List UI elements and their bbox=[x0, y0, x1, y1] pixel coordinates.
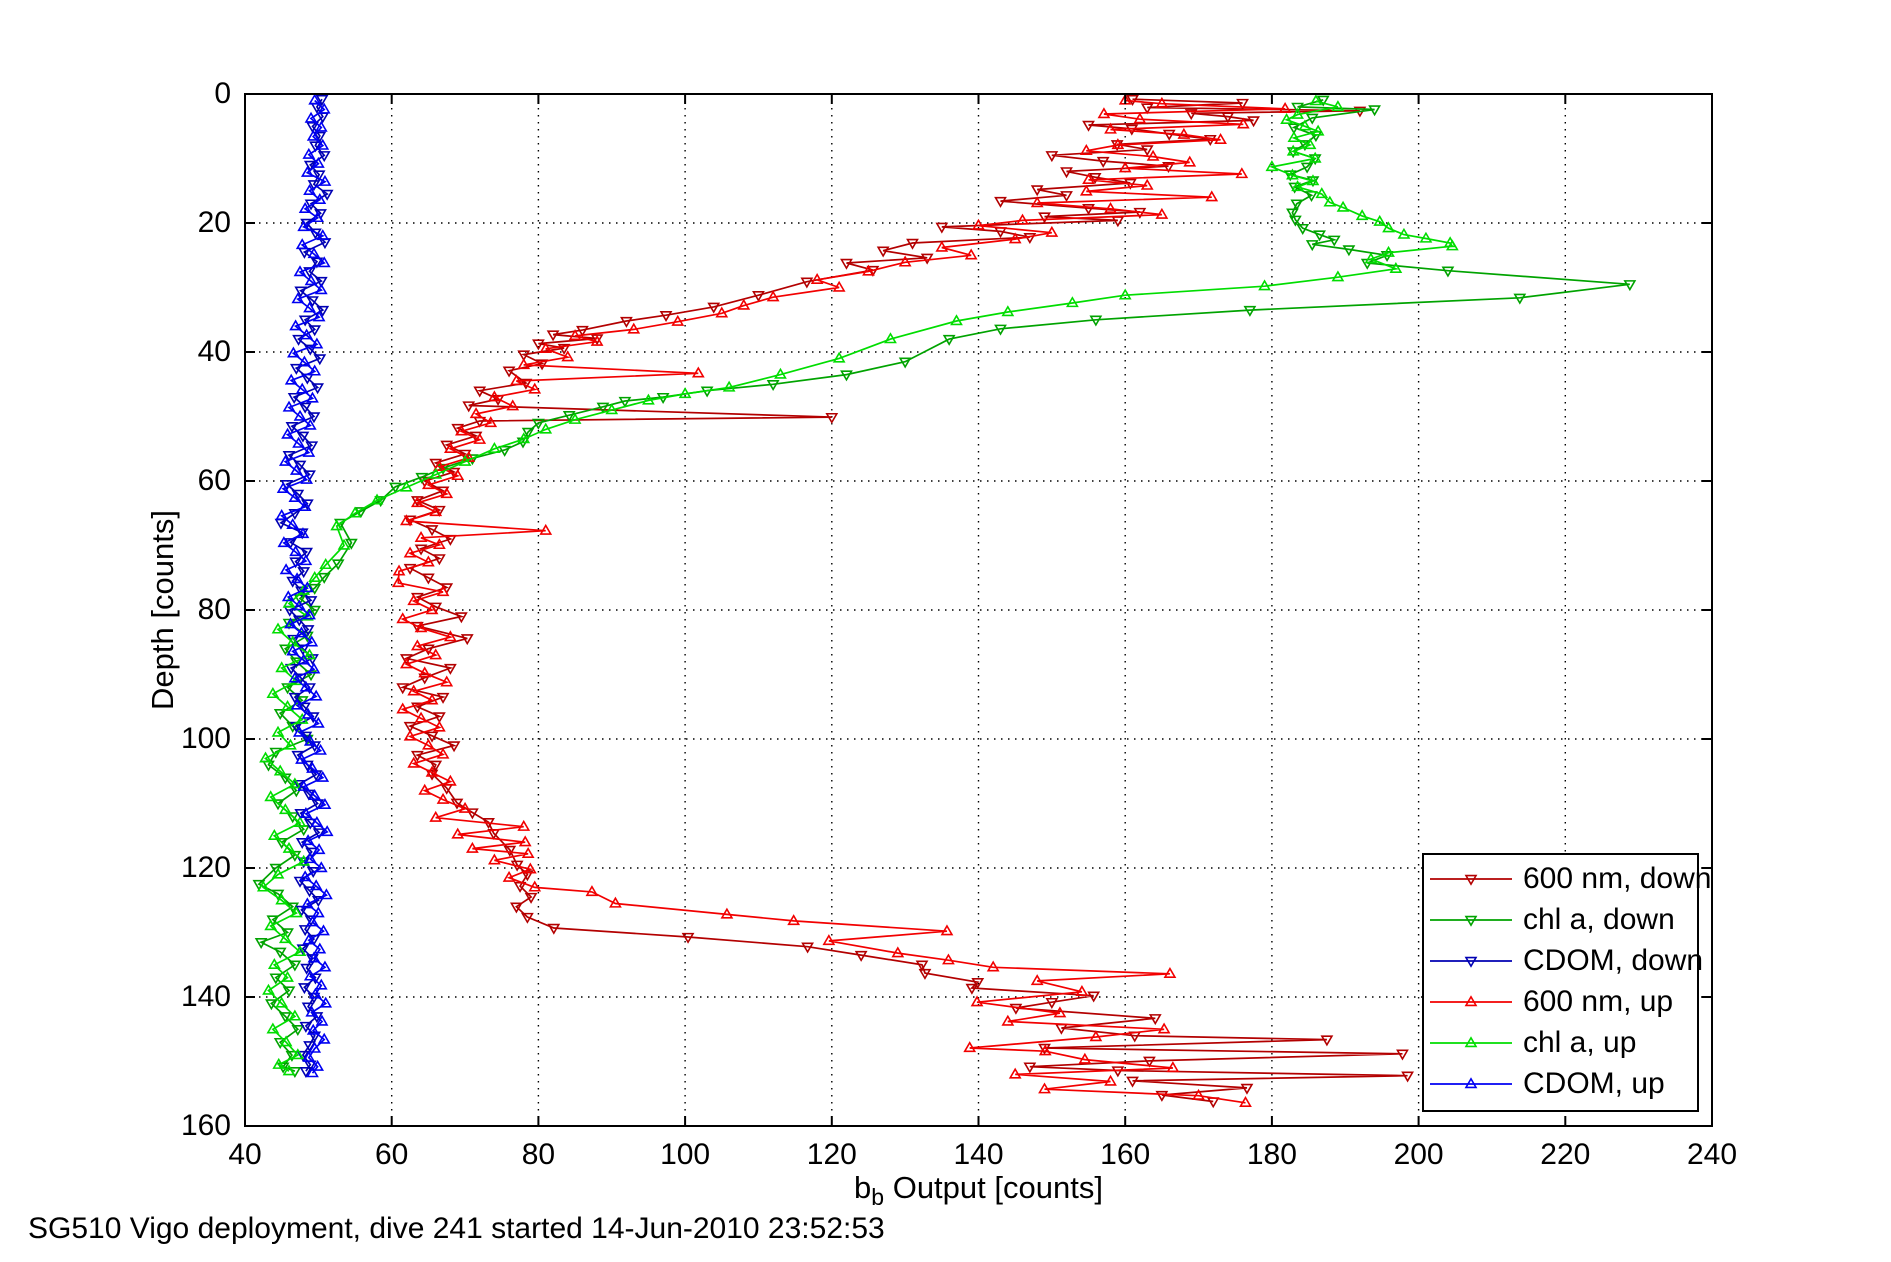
series-600-nm-up bbox=[391, 93, 1292, 1107]
x-tick-label-240: 240 bbox=[1686, 1138, 1738, 1171]
x-tick-label-40: 40 bbox=[228, 1138, 262, 1171]
x-tick-label-160: 160 bbox=[1100, 1138, 1151, 1171]
legend-item-600nm-up: 600 nm, up bbox=[1424, 981, 1697, 1022]
legend-swatch-4 bbox=[1430, 1035, 1512, 1047]
figure-caption: SG510 Vigo deployment, dive 241 started … bbox=[28, 1212, 885, 1245]
x-tick-label-180: 180 bbox=[1246, 1138, 1297, 1171]
legend-item-chla-down: chl a, down bbox=[1424, 899, 1697, 940]
y-tick-label-100: 100 bbox=[180, 722, 231, 755]
x-tick-label-80: 80 bbox=[521, 1138, 556, 1171]
legend-label: chl a, up bbox=[1523, 1025, 1637, 1059]
y-tick-label-60: 60 bbox=[197, 464, 231, 497]
y-tick-label-20: 20 bbox=[197, 206, 231, 239]
legend-label: 600 nm, down bbox=[1523, 861, 1712, 895]
legend-swatch-3 bbox=[1430, 994, 1512, 1006]
series-cdom-up bbox=[275, 93, 334, 1078]
y-tick-label-80: 80 bbox=[197, 593, 231, 626]
y-tick-label-40: 40 bbox=[197, 335, 231, 368]
x-tick-label-120: 120 bbox=[806, 1138, 857, 1171]
x-tick-label-100: 100 bbox=[660, 1138, 711, 1171]
legend-label: CDOM, down bbox=[1523, 943, 1704, 977]
legend-item-600nm-down: 600 nm, down bbox=[1424, 858, 1711, 899]
legend-item-chla-up: chl a, up bbox=[1424, 1022, 1697, 1063]
legend-label: CDOM, up bbox=[1523, 1066, 1665, 1100]
legend-label: 600 nm, up bbox=[1523, 984, 1674, 1018]
y-tick-label-120: 120 bbox=[180, 851, 231, 884]
y-axis-label: Depth [counts] bbox=[145, 510, 180, 710]
y-tick-label-140: 140 bbox=[180, 980, 231, 1013]
x-axis-label: bb Output [counts] bbox=[245, 1170, 1712, 1211]
legend: 600 nm, down chl a, down CDOM, down 600 … bbox=[1422, 853, 1711, 1112]
x-tick-label-140: 140 bbox=[953, 1138, 1004, 1171]
series-600-nm-down bbox=[396, 94, 1414, 1109]
x-tick-label-60: 60 bbox=[375, 1138, 409, 1171]
x-axis-label-rest: Output [counts] bbox=[884, 1170, 1103, 1205]
legend-swatch-2 bbox=[1430, 956, 1512, 968]
x-tick-label-220: 220 bbox=[1540, 1138, 1591, 1171]
x-axis-label-main: b bbox=[854, 1170, 872, 1205]
legend-label: chl a, down bbox=[1523, 902, 1675, 936]
series-chl-a-up bbox=[256, 94, 1459, 1076]
y-tick-label-0: 0 bbox=[214, 77, 231, 110]
legend-swatch-0 bbox=[1430, 874, 1512, 886]
legend-swatch-1 bbox=[1430, 915, 1512, 927]
x-axis-label-subscript: b bbox=[871, 1184, 885, 1210]
x-tick-label-200: 200 bbox=[1393, 1138, 1444, 1171]
legend-item-cdom-down: CDOM, down bbox=[1424, 940, 1703, 981]
legend-swatch-5 bbox=[1430, 1076, 1512, 1088]
y-tick-label-160: 160 bbox=[180, 1109, 231, 1142]
legend-item-cdom-up: CDOM, up bbox=[1424, 1063, 1697, 1104]
